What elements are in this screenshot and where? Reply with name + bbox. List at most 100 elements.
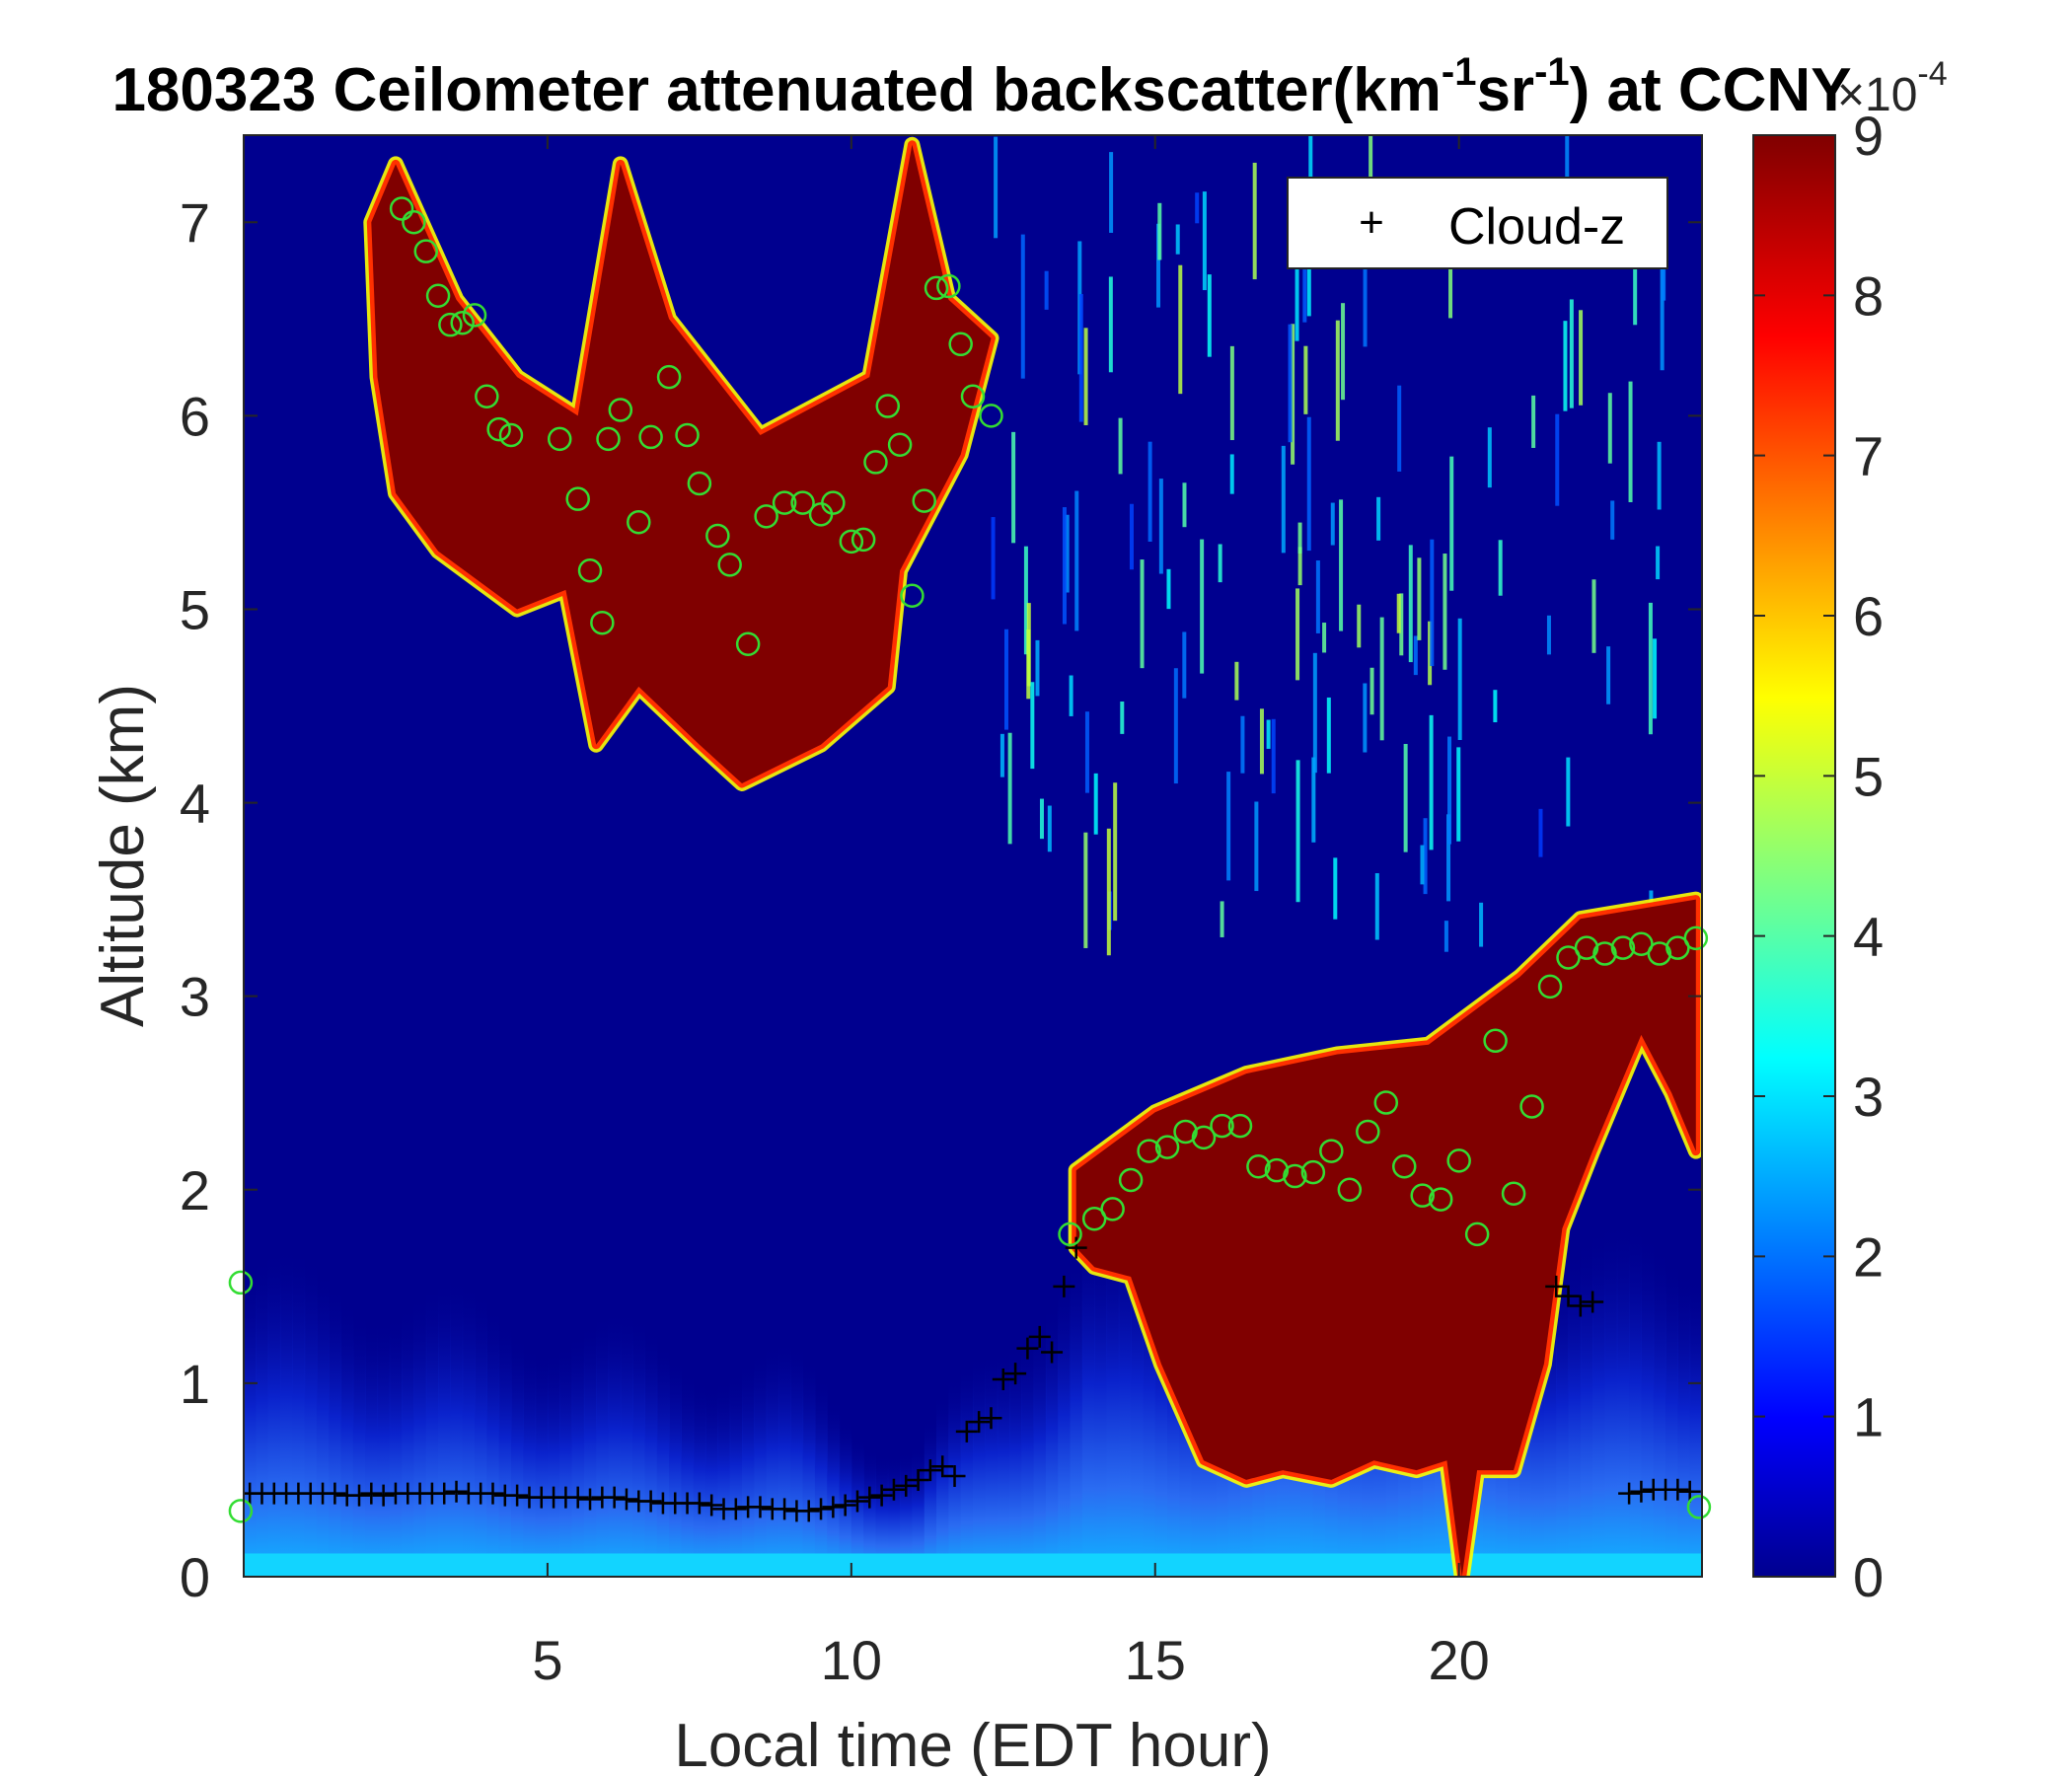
boundary-layer-column bbox=[462, 1282, 476, 1577]
boundary-layer-column bbox=[389, 1314, 403, 1577]
boundary-layer-column bbox=[425, 1285, 439, 1577]
aerosol-streak bbox=[994, 136, 999, 239]
green-circle-marker bbox=[1319, 1139, 1344, 1163]
aerosol-streak bbox=[1218, 544, 1222, 583]
aerosol-streak bbox=[1044, 270, 1049, 310]
boundary-layer-column bbox=[267, 1248, 281, 1577]
cloud-z-marker bbox=[566, 1486, 589, 1509]
aerosol-streak bbox=[1397, 385, 1402, 472]
aerosol-streak bbox=[1538, 808, 1543, 857]
aerosol-streak bbox=[1302, 242, 1307, 323]
cloud-z-marker bbox=[724, 1498, 747, 1520]
green-circle-marker bbox=[1246, 1154, 1271, 1179]
green-circle-marker bbox=[1501, 1181, 1526, 1206]
boundary-layer-column bbox=[279, 1245, 293, 1577]
aerosol-streak bbox=[991, 517, 996, 600]
aerosol-streak bbox=[1563, 321, 1568, 411]
cloud-z-series bbox=[244, 1236, 1701, 1522]
boundary-layer-column bbox=[547, 1350, 560, 1577]
green-circle-marker bbox=[438, 312, 463, 337]
y-axis: 0 1 2 3 4 5 6 7 bbox=[180, 191, 1702, 1608]
aerosol-streak bbox=[1240, 715, 1245, 774]
boundary-layer-column bbox=[644, 1329, 658, 1577]
cloud-z-marker bbox=[324, 1482, 346, 1505]
cloud-z-marker bbox=[931, 1455, 954, 1478]
aerosol-streak bbox=[1341, 303, 1346, 401]
boundary-layer-column bbox=[1702, 1276, 1715, 1577]
cloud-z-marker bbox=[1618, 1482, 1641, 1505]
cloud-z-marker bbox=[481, 1482, 504, 1505]
aerosol-streak bbox=[1254, 801, 1259, 892]
aerosol-streak bbox=[1226, 772, 1231, 881]
aerosol-streak bbox=[999, 733, 1004, 777]
aerosol-streak bbox=[1606, 646, 1611, 704]
aerosol-streak bbox=[1074, 490, 1079, 631]
aerosol-streak bbox=[1229, 345, 1234, 441]
aerosol-streak bbox=[1297, 547, 1302, 586]
aerosol-streak bbox=[1333, 857, 1338, 920]
cloud-z-marker bbox=[1053, 1275, 1075, 1297]
aerosol-streak bbox=[1408, 545, 1413, 663]
aerosol-streak bbox=[1660, 233, 1665, 371]
green-circle-marker bbox=[1264, 1157, 1290, 1183]
boundary-layer-column bbox=[486, 1306, 500, 1577]
boundary-layer-column bbox=[1689, 1276, 1702, 1577]
boundary-layer-column bbox=[523, 1347, 537, 1577]
aerosol-streak bbox=[1182, 482, 1187, 528]
green-circle-marker bbox=[1058, 1221, 1082, 1247]
green-circle-marker bbox=[590, 610, 615, 635]
aerosol-streak bbox=[1449, 456, 1454, 591]
legend-box bbox=[1287, 177, 1668, 269]
aerosol-streak bbox=[1158, 479, 1163, 574]
cloud-z-marker bbox=[968, 1411, 991, 1434]
colorbar-tick-label: 6 bbox=[1853, 585, 1884, 647]
aerosol-streak bbox=[1202, 191, 1207, 291]
boundary-layer-column bbox=[900, 1451, 914, 1577]
green-circle-marker bbox=[979, 404, 1003, 428]
cloud-core bbox=[371, 144, 992, 784]
cloud-z-marker bbox=[797, 1500, 820, 1522]
aerosol-streak bbox=[1229, 454, 1234, 494]
green-circle-marker bbox=[1300, 1159, 1326, 1185]
aerosol-streak bbox=[1047, 805, 1052, 852]
y-tick-label: 2 bbox=[180, 1159, 210, 1221]
green-circle-marker bbox=[450, 310, 475, 335]
aerosol-streak bbox=[1628, 381, 1633, 502]
cloud-core bbox=[1075, 899, 1696, 1577]
green-circle-marker bbox=[228, 1270, 254, 1295]
boundary-layer-column bbox=[329, 1286, 342, 1577]
green-circle-marker bbox=[486, 416, 511, 442]
green-circle-marker bbox=[1483, 1028, 1508, 1054]
cloud-z-marker bbox=[749, 1496, 772, 1518]
x-axis: 5 10 15 20 bbox=[532, 135, 1490, 1691]
boundary-layer-column bbox=[656, 1344, 670, 1577]
aerosol-streak bbox=[1457, 618, 1462, 740]
y-tick-label: 3 bbox=[180, 966, 210, 1028]
boundary-layer-column bbox=[1070, 1253, 1083, 1577]
green-circle-marker bbox=[675, 422, 700, 448]
aerosol-streak bbox=[1113, 782, 1118, 922]
cloud-z-marker bbox=[992, 1368, 1014, 1390]
boundary-layer-column bbox=[256, 1256, 269, 1577]
aerosol-streak bbox=[1035, 639, 1040, 697]
aerosol-streak bbox=[1420, 845, 1425, 885]
cloud-z-marker bbox=[895, 1474, 918, 1497]
green-circle-marker bbox=[608, 398, 633, 422]
green-circle-marker bbox=[1356, 1119, 1380, 1145]
aerosol-streak bbox=[1566, 757, 1571, 827]
green-circle-marker bbox=[1647, 941, 1672, 966]
boundary-layer-column bbox=[717, 1380, 731, 1577]
x-tick-label: 10 bbox=[821, 1629, 882, 1691]
boundary-layer-column bbox=[1118, 1219, 1132, 1577]
aerosol-streak bbox=[1443, 554, 1447, 670]
cloud-z-marker bbox=[1041, 1341, 1064, 1364]
colorbar-tick-label: 2 bbox=[1853, 1225, 1884, 1288]
legend[interactable]: + Cloud-z bbox=[1287, 177, 1668, 269]
colorbar-tick-label: 7 bbox=[1853, 425, 1884, 487]
cloud-z-marker bbox=[1065, 1236, 1087, 1259]
aerosol-streak bbox=[1011, 431, 1016, 544]
boundary-layer-column bbox=[498, 1322, 512, 1577]
green-circle-series bbox=[228, 196, 1712, 1523]
aerosol-streak bbox=[1200, 539, 1205, 674]
